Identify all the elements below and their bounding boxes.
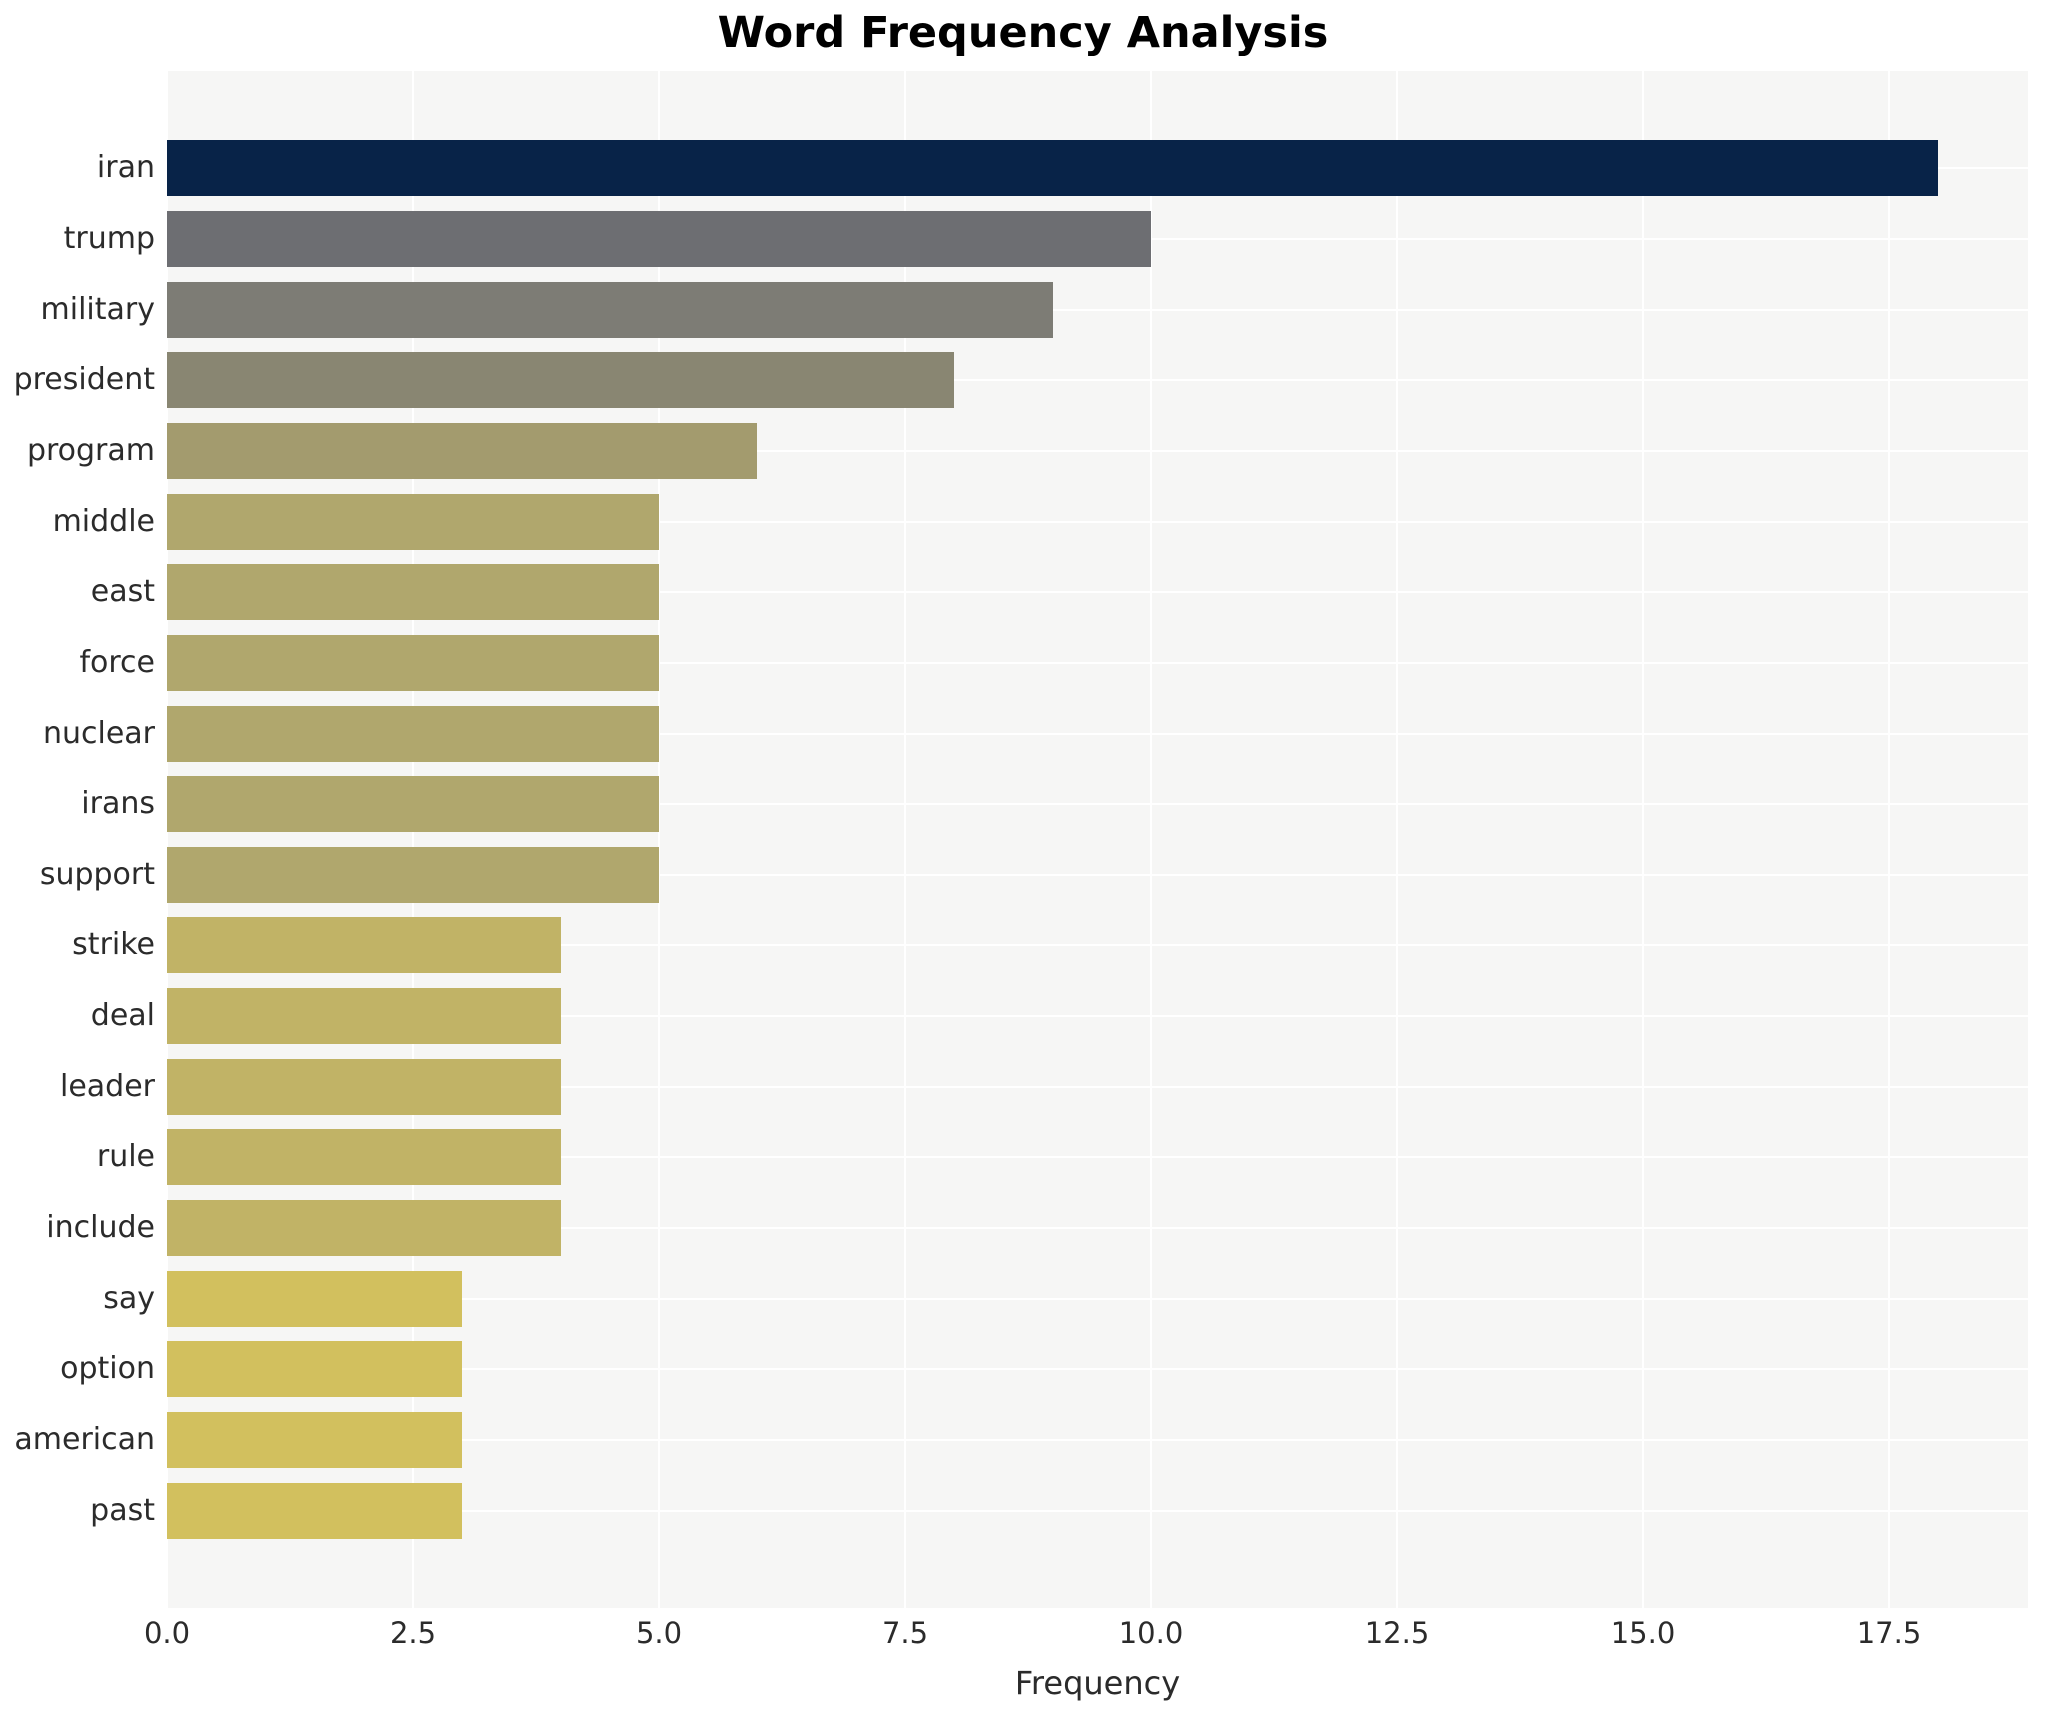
y-gridline-deal — [167, 1015, 2028, 1017]
x-tick-label-15.0: 15.0 — [1610, 1616, 1676, 1650]
chart-title: Word Frequency Analysis — [717, 8, 1329, 58]
bar-support — [167, 847, 659, 903]
y-gridline-nuclear — [167, 733, 2028, 735]
y-gridline-east — [167, 591, 2028, 593]
y-tick-label-american: american — [14, 1422, 155, 1457]
y-tick-label-iran: iran — [96, 150, 155, 185]
x-gridline-7.5 — [904, 71, 906, 1608]
y-gridline-irans — [167, 803, 2028, 805]
bar-military — [167, 282, 1053, 338]
y-gridline-include — [167, 1227, 2028, 1229]
bar-president — [167, 352, 954, 408]
y-tick-label-deal: deal — [90, 998, 155, 1033]
y-gridline-president — [167, 379, 2028, 381]
x-tick-label-12.5: 12.5 — [1364, 1616, 1430, 1650]
x-tick-label-17.5: 17.5 — [1856, 1616, 1922, 1650]
bar-middle — [167, 494, 659, 550]
bar-say — [167, 1271, 462, 1327]
y-gridline-option — [167, 1368, 2028, 1370]
x-axis-title: Frequency — [1014, 1664, 1181, 1702]
bar-leader — [167, 1059, 561, 1115]
x-gridline-10.0 — [1150, 71, 1152, 1608]
bar-trump — [167, 211, 1151, 267]
bar-program — [167, 423, 757, 479]
y-gridline-rule — [167, 1156, 2028, 1158]
y-tick-label-middle: middle — [52, 504, 155, 539]
y-tick-label-president: president — [13, 362, 155, 397]
bar-option — [167, 1341, 462, 1397]
bar-nuclear — [167, 706, 659, 762]
x-gridline-0.0 — [166, 71, 168, 1608]
bar-force — [167, 635, 659, 691]
y-gridline-middle — [167, 521, 2028, 523]
y-tick-label-program: program — [26, 433, 155, 468]
bar-east — [167, 564, 659, 620]
y-gridline-strike — [167, 944, 2028, 946]
y-tick-label-say: say — [103, 1281, 155, 1316]
y-tick-label-force: force — [79, 645, 155, 680]
bar-rule — [167, 1129, 561, 1185]
y-gridline-past — [167, 1510, 2028, 1512]
bar-iran — [167, 140, 1938, 196]
x-tick-label-7.5: 7.5 — [881, 1616, 929, 1650]
y-gridline-american — [167, 1439, 2028, 1441]
x-tick-label-10.0: 10.0 — [1118, 1616, 1184, 1650]
y-tick-label-include: include — [46, 1210, 155, 1245]
y-tick-label-irans: irans — [81, 786, 155, 821]
y-tick-label-trump: trump — [63, 221, 155, 256]
y-tick-label-past: past — [90, 1493, 155, 1528]
y-gridline-leader — [167, 1086, 2028, 1088]
bar-strike — [167, 917, 561, 973]
x-gridline-5.0 — [658, 71, 660, 1608]
y-tick-label-support: support — [39, 857, 155, 892]
x-tick-label-2.5: 2.5 — [389, 1616, 437, 1650]
x-gridline-17.5 — [1888, 71, 1890, 1608]
x-tick-label-5.0: 5.0 — [635, 1616, 683, 1650]
bar-past — [167, 1483, 462, 1539]
y-tick-label-nuclear: nuclear — [42, 716, 155, 751]
bar-include — [167, 1200, 561, 1256]
bar-american — [167, 1412, 462, 1468]
y-tick-label-rule: rule — [96, 1139, 155, 1174]
x-tick-label-0.0: 0.0 — [143, 1616, 191, 1650]
y-tick-label-option: option — [60, 1351, 155, 1386]
y-gridline-military — [167, 309, 2028, 311]
bar-deal — [167, 988, 561, 1044]
x-gridline-15.0 — [1642, 71, 1644, 1608]
plot-panel — [166, 71, 2028, 1608]
x-gridline-12.5 — [1396, 71, 1398, 1608]
y-tick-label-east: east — [90, 574, 155, 609]
y-tick-label-leader: leader — [59, 1069, 155, 1104]
y-tick-label-strike: strike — [72, 927, 155, 962]
y-gridline-program — [167, 450, 2028, 452]
x-gridline-2.5 — [412, 71, 414, 1608]
y-gridline-say — [167, 1298, 2028, 1300]
y-gridline-force — [167, 662, 2028, 664]
y-tick-label-military: military — [40, 292, 155, 327]
bar-irans — [167, 776, 659, 832]
y-gridline-support — [167, 874, 2028, 876]
